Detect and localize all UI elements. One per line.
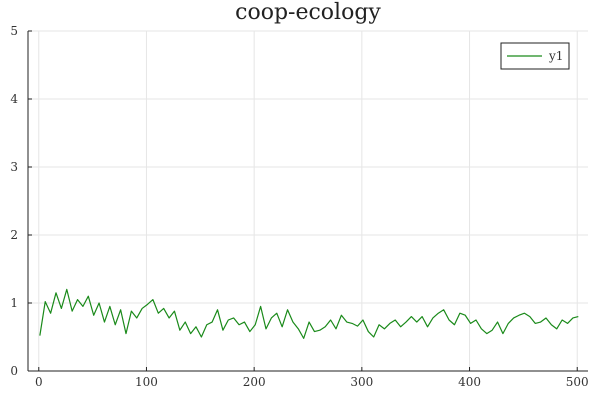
x-tick-label: 300 xyxy=(350,375,373,389)
x-tick-label: 200 xyxy=(243,375,266,389)
x-tick-label: 500 xyxy=(566,375,589,389)
y-tick-label: 5 xyxy=(10,24,18,38)
y-tick-labels: 0 1 2 3 4 5 xyxy=(10,24,32,378)
x-tick-labels: 0 100 200 300 400 500 xyxy=(35,367,589,389)
y-tick-label: 3 xyxy=(10,160,18,174)
legend-label: y1 xyxy=(548,49,563,63)
y-tick-label: 1 xyxy=(10,296,18,310)
legend: y1 xyxy=(500,42,570,70)
series-line-y1 xyxy=(39,288,579,339)
y-tick-label: 4 xyxy=(10,92,18,106)
x-tick-label: 0 xyxy=(35,375,43,389)
axes xyxy=(27,31,588,372)
grid-lines xyxy=(28,30,588,372)
x-tick-label: 400 xyxy=(458,375,481,389)
series-group xyxy=(39,288,579,339)
y-tick-label: 0 xyxy=(10,364,18,378)
x-tick-label: 100 xyxy=(135,375,158,389)
chart-title: coop-ecology xyxy=(235,0,381,25)
y-tick-label: 2 xyxy=(10,228,18,242)
